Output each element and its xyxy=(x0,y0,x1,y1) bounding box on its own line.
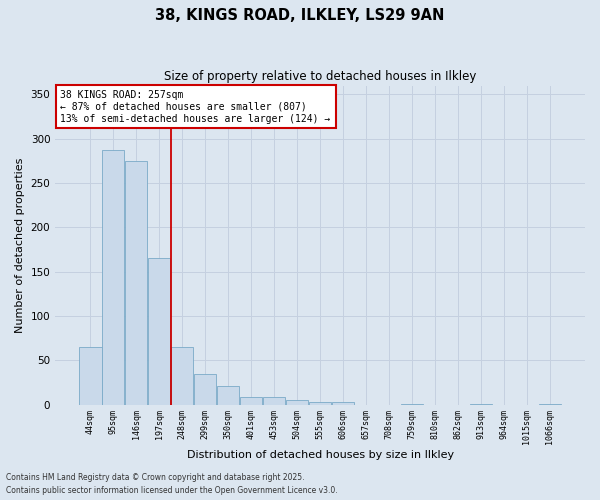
X-axis label: Distribution of detached houses by size in Ilkley: Distribution of detached houses by size … xyxy=(187,450,454,460)
Title: Size of property relative to detached houses in Ilkley: Size of property relative to detached ho… xyxy=(164,70,476,83)
Bar xyxy=(125,161,148,404)
Bar xyxy=(194,374,217,404)
Bar xyxy=(148,258,170,404)
Bar xyxy=(79,347,101,405)
Bar xyxy=(171,347,193,405)
Bar xyxy=(263,396,285,404)
Bar xyxy=(102,150,124,405)
Bar xyxy=(286,400,308,404)
Text: 38, KINGS ROAD, ILKLEY, LS29 9AN: 38, KINGS ROAD, ILKLEY, LS29 9AN xyxy=(155,8,445,22)
Text: 38 KINGS ROAD: 257sqm
← 87% of detached houses are smaller (807)
13% of semi-det: 38 KINGS ROAD: 257sqm ← 87% of detached … xyxy=(61,90,331,124)
Bar xyxy=(309,402,331,404)
Bar xyxy=(217,386,239,404)
Y-axis label: Number of detached properties: Number of detached properties xyxy=(15,158,25,333)
Text: Contains HM Land Registry data © Crown copyright and database right 2025.
Contai: Contains HM Land Registry data © Crown c… xyxy=(6,474,338,495)
Bar xyxy=(240,398,262,404)
Bar xyxy=(332,402,354,404)
